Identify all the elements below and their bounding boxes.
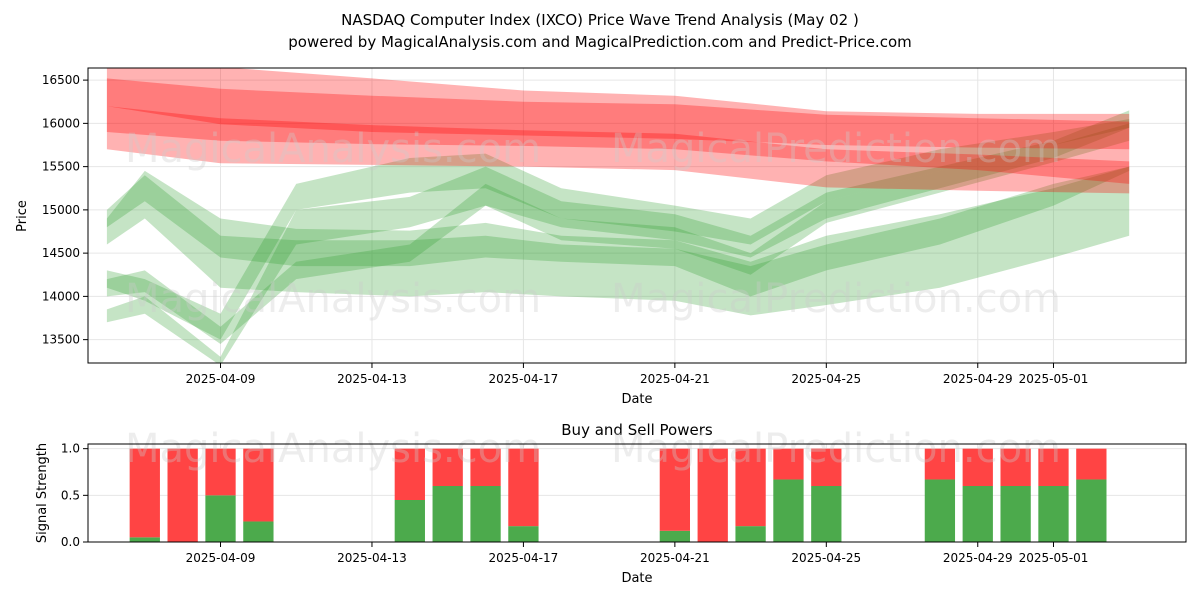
price-plot-area bbox=[88, 68, 1186, 363]
sell-power-bar bbox=[1076, 448, 1107, 480]
price-x-tick-label: 2025-04-13 bbox=[337, 372, 407, 386]
power-y-axis-label: Signal Strength bbox=[35, 443, 50, 543]
sell-power-bar bbox=[773, 448, 804, 480]
power-plot-frame bbox=[87, 443, 1187, 543]
price-watermarks: MagicalAnalysis.com MagicalPrediction.co… bbox=[125, 126, 1061, 322]
price-y-tick-label: 14500 bbox=[42, 246, 80, 260]
price-y-tick-label: 16000 bbox=[42, 116, 80, 130]
sell-power-bar bbox=[432, 448, 463, 486]
watermark-text: MagicalAnalysis.com bbox=[125, 126, 541, 172]
buy-power-bar bbox=[1076, 479, 1107, 542]
power-x-axis-label: Date bbox=[621, 571, 652, 586]
power-chart-title: Buy and Sell Powers bbox=[561, 421, 713, 439]
sell-power-bar bbox=[470, 448, 501, 486]
buy-band-4 bbox=[106, 110, 1130, 363]
watermark-text: MagicalAnalysis.com bbox=[125, 426, 541, 472]
buy-power-bar bbox=[811, 486, 842, 542]
power-y-tick-label: 0.0 bbox=[61, 535, 80, 549]
sell-power-bar bbox=[811, 448, 842, 486]
sell-band-3 bbox=[106, 106, 1130, 184]
price-bands bbox=[106, 68, 1130, 363]
power-bars bbox=[129, 448, 1107, 542]
buy-power-bar bbox=[129, 537, 160, 542]
sell-power-bar bbox=[1000, 448, 1031, 486]
price-band-group bbox=[106, 68, 1130, 363]
buy-power-bar bbox=[432, 486, 463, 542]
buy-band-2 bbox=[106, 166, 1130, 316]
buy-power-bar bbox=[508, 526, 539, 542]
sell-power-bar bbox=[735, 448, 766, 527]
buy-power-bar bbox=[394, 500, 425, 542]
power-y-tick-label: 0.5 bbox=[61, 488, 80, 502]
price-y-tick-label: 14000 bbox=[42, 289, 80, 303]
power-x-tick-label: 2025-04-29 bbox=[943, 551, 1013, 565]
price-x-tick-label: 2025-05-01 bbox=[1019, 372, 1089, 386]
buy-power-bar bbox=[924, 479, 956, 542]
power-x-tick-label: 2025-04-25 bbox=[791, 551, 861, 565]
power-ticks: 2025-04-09 2025-04-13 2025-04-17 2025-04-21… bbox=[61, 442, 1088, 565]
price-y-tick-label: 13500 bbox=[42, 333, 80, 347]
sell-power-bar bbox=[508, 448, 539, 527]
buy-power-bar bbox=[962, 486, 993, 542]
watermark-text: MagicalPrediction.com bbox=[611, 276, 1061, 322]
sell-power-bar bbox=[924, 448, 956, 480]
price-plot-frame bbox=[87, 67, 1187, 364]
chart-subtitle: powered by MagicalAnalysis.com and Magic… bbox=[288, 33, 912, 51]
price-y-axis-label: Price bbox=[15, 200, 30, 232]
buy-power-bar bbox=[735, 526, 766, 542]
buy-power-bar bbox=[1000, 486, 1031, 542]
watermark-text: MagicalAnalysis.com bbox=[125, 276, 541, 322]
price-panel: MagicalAnalysis.com MagicalPrediction.co… bbox=[15, 67, 1187, 407]
buy-power-bar bbox=[773, 479, 804, 542]
power-x-tick-label: 2025-05-01 bbox=[1019, 551, 1089, 565]
sell-power-bar bbox=[659, 448, 691, 531]
price-x-tick-label: 2025-04-21 bbox=[640, 372, 710, 386]
watermark-text: MagicalPrediction.com bbox=[611, 126, 1061, 172]
price-y-tick-label: 15500 bbox=[42, 160, 80, 174]
buy-band-3 bbox=[106, 119, 1130, 340]
price-x-tick-label: 2025-04-29 bbox=[943, 372, 1013, 386]
power-y-tick-label: 1.0 bbox=[61, 442, 80, 456]
sell-power-bar bbox=[205, 448, 236, 496]
price-y-tick-label: 15000 bbox=[42, 203, 80, 217]
power-x-tick-label: 2025-04-21 bbox=[640, 551, 710, 565]
sell-power-bar bbox=[394, 448, 425, 500]
buy-power-bar bbox=[470, 486, 501, 542]
buy-power-bar bbox=[1038, 486, 1069, 542]
power-x-tick-label: 2025-04-09 bbox=[186, 551, 256, 565]
chart-title: NASDAQ Computer Index (IXCO) Price Wave … bbox=[341, 11, 859, 29]
buy-power-bar bbox=[205, 495, 236, 542]
sell-band-2 bbox=[106, 68, 1130, 194]
sell-power-bar bbox=[243, 448, 274, 522]
power-watermarks: MagicalAnalysis.com MagicalPrediction.co… bbox=[125, 426, 1061, 472]
sell-power-bar bbox=[962, 448, 993, 486]
price-x-tick-label: 2025-04-17 bbox=[489, 372, 559, 386]
price-grid bbox=[88, 68, 1186, 363]
price-x-axis-label: Date bbox=[621, 392, 652, 407]
buy-band-1 bbox=[106, 166, 1130, 297]
price-x-tick-label: 2025-04-09 bbox=[186, 372, 256, 386]
buy-band-5 bbox=[106, 123, 1130, 345]
power-x-tick-label: 2025-04-13 bbox=[337, 551, 407, 565]
power-x-tick-label: 2025-04-17 bbox=[489, 551, 559, 565]
sell-band-1 bbox=[106, 78, 1130, 150]
sell-power-bar bbox=[167, 448, 198, 542]
sell-power-bar bbox=[697, 448, 728, 542]
price-ticks: 2025-04-09 2025-04-13 2025-04-17 2025-04-21… bbox=[42, 73, 1089, 386]
watermark-text: MagicalPrediction.com bbox=[611, 426, 1061, 472]
buy-power-bar bbox=[659, 530, 691, 542]
sell-power-bar bbox=[1038, 448, 1069, 486]
sell-power-bar bbox=[129, 448, 160, 538]
buy-power-bar bbox=[243, 521, 274, 542]
price-x-tick-label: 2025-04-25 bbox=[791, 372, 861, 386]
power-panel: Buy and Sell Powers MagicalAnalysis.com … bbox=[35, 421, 1187, 586]
price-y-tick-label: 16500 bbox=[42, 73, 80, 87]
